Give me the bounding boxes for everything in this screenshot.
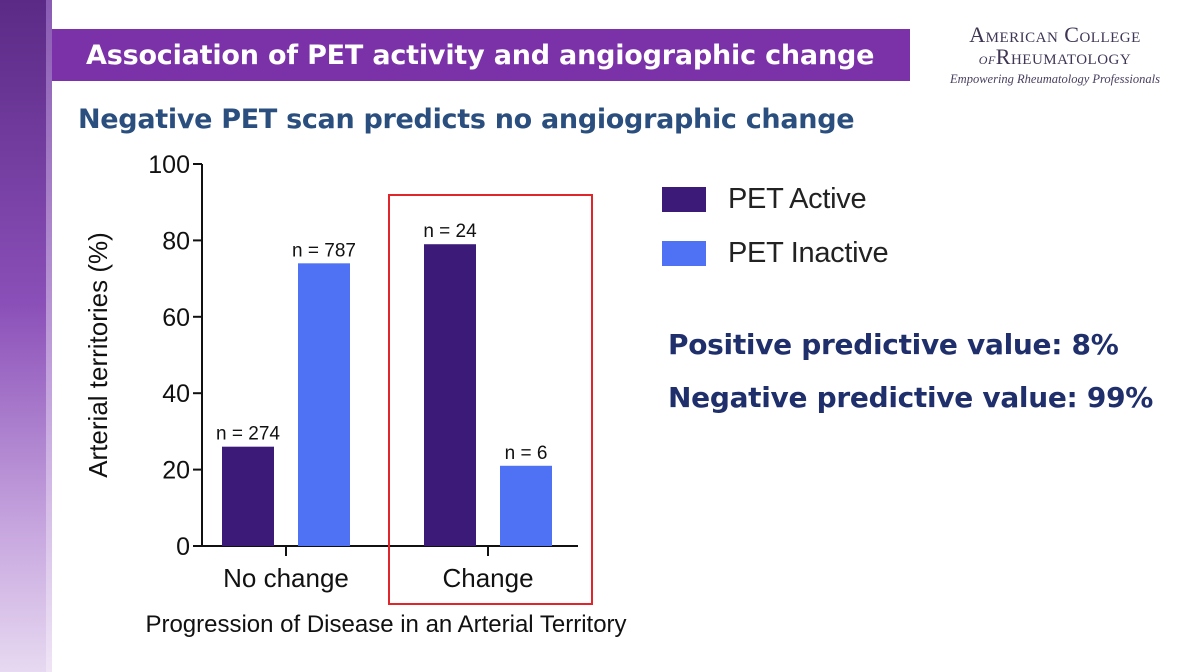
title-band: Association of PET activity and angiogra…	[52, 29, 910, 81]
chart-legend: PET Active PET Inactive	[662, 172, 889, 280]
data-label: n = 787	[292, 240, 356, 261]
y-tick-label: 0	[176, 533, 190, 561]
positive-predictive-value: Positive predictive value: 8%	[668, 328, 1119, 361]
bar-pet-inactive-change	[500, 465, 552, 546]
x-axis-label: Progression of Disease in an Arterial Te…	[145, 611, 626, 638]
logo-line-1: American College	[969, 22, 1141, 47]
acr-logo: American College ofRheumatology Empoweri…	[940, 24, 1170, 88]
legend-swatch-pet-inactive	[662, 240, 706, 266]
y-tick-label: 80	[162, 227, 190, 255]
legend-label-pet-active: PET Active	[728, 182, 867, 215]
y-tick-label: 60	[162, 304, 190, 332]
x-tick-label: No change	[223, 563, 349, 593]
bar-pet-active-change	[424, 244, 476, 546]
data-label: n = 274	[216, 424, 280, 445]
slide-subtitle: Negative PET scan predicts no angiograph…	[78, 104, 855, 135]
logo-tagline: Empowering Rheumatology Professionals	[950, 72, 1160, 86]
legend-item-pet-inactive: PET Inactive	[662, 226, 889, 280]
chart-labels: 0 20 40 60 80 100 Arterial territories (%) No c…	[83, 151, 627, 638]
bar-pet-active-no-change	[222, 446, 274, 546]
bar-pet-inactive-no-change	[298, 263, 350, 546]
y-tick-label: 100	[148, 151, 190, 179]
logo-line-2: ofRheumatology	[940, 46, 1170, 70]
legend-item-pet-active: PET Active	[662, 172, 888, 226]
logo-of: of	[978, 49, 996, 68]
highlight-box	[388, 194, 593, 605]
y-tick-label: 20	[162, 457, 190, 485]
negative-predictive-value: Negative predictive value: 99%	[668, 381, 1154, 414]
data-label: n = 24	[423, 221, 477, 242]
y-tick-label: 40	[162, 380, 190, 408]
legend-swatch-pet-active	[662, 186, 706, 212]
slide-title: Association of PET activity and angiogra…	[86, 39, 875, 71]
chart-bars	[222, 244, 552, 546]
legend-label-pet-inactive: PET Inactive	[728, 236, 889, 269]
logo-rheumatology: Rheumatology	[995, 44, 1132, 69]
y-axis-label: Arterial territories (%)	[83, 232, 113, 478]
x-tick-label: Change	[442, 563, 533, 593]
decorative-side-bar	[0, 0, 52, 672]
data-label: n = 6	[505, 443, 548, 464]
